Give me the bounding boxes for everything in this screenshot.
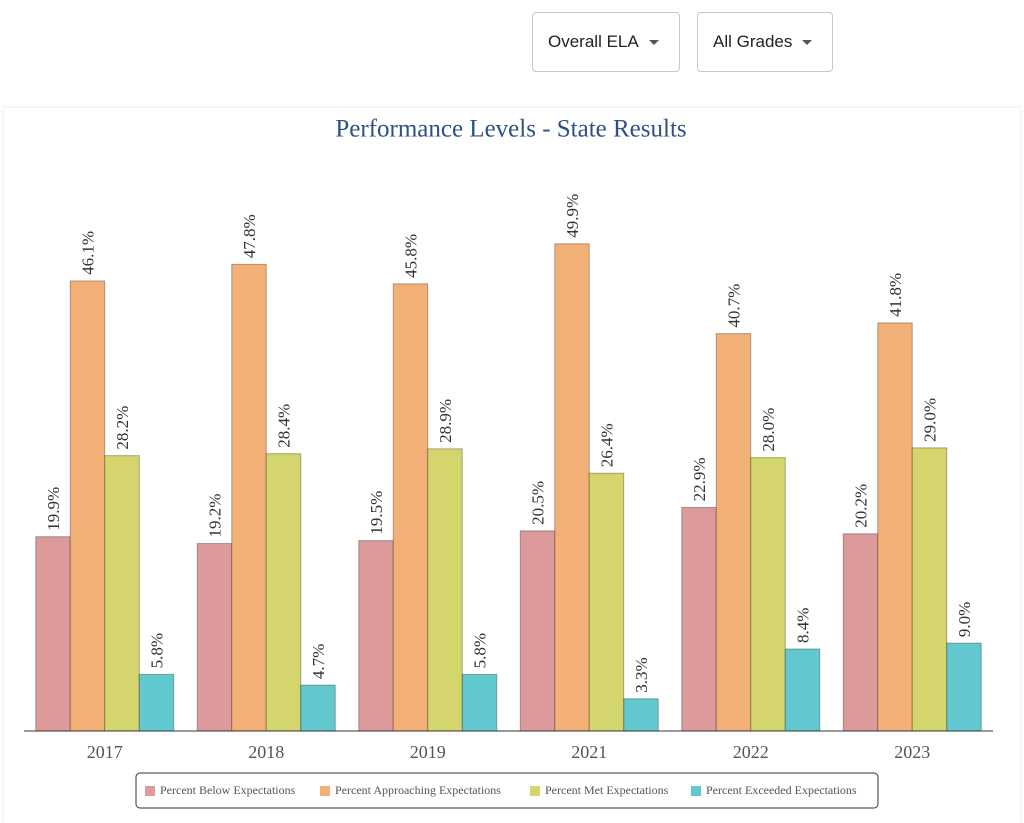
caret [648, 39, 659, 45]
bar [427, 448, 463, 732]
value-label: 9.0% [955, 602, 974, 637]
legend-swatch [145, 786, 155, 796]
x-tick-label: 2019 [410, 742, 446, 762]
value-label: 19.9% [44, 487, 63, 531]
value-label: 26.4% [598, 423, 617, 467]
legend-label: Percent Approaching Expectations [335, 783, 501, 797]
value-label: 47.8% [240, 214, 259, 258]
value-label: 41.8% [886, 273, 905, 317]
bar [946, 642, 982, 732]
bar [784, 648, 821, 732]
grade-value: All Grades [713, 32, 793, 51]
bar [681, 506, 717, 732]
bar [231, 263, 267, 732]
value-label: 5.8% [148, 633, 167, 668]
legend-swatch [691, 786, 701, 796]
legend-label: Percent Exceeded Expectations [706, 783, 857, 797]
bar [461, 673, 498, 732]
bar [392, 283, 429, 732]
value-label: 19.2% [206, 494, 225, 538]
bar [69, 280, 106, 732]
grade-dropdown[interactable]: All Grades [697, 12, 833, 72]
value-label: 4.7% [309, 644, 328, 679]
value-label: 22.9% [690, 457, 709, 501]
value-label: 49.9% [563, 194, 582, 238]
bar [300, 684, 336, 732]
legend-swatch [320, 786, 330, 796]
legend-label: Percent Met Expectations [545, 783, 669, 797]
value-label: 28.4% [275, 404, 294, 448]
x-tick-label: 2023 [894, 742, 930, 762]
x-tick-label: 2022 [733, 742, 769, 762]
bar [588, 472, 625, 732]
bar [265, 453, 302, 732]
value-label: 45.8% [402, 234, 421, 278]
bar [519, 530, 556, 732]
caret [802, 39, 813, 45]
value-label: 29.0% [921, 398, 940, 442]
bar [623, 698, 659, 732]
bar [138, 673, 175, 732]
value-label: 8.4% [794, 608, 813, 643]
value-label: 19.5% [367, 491, 386, 535]
value-label: 46.1% [79, 231, 98, 275]
bar [554, 243, 590, 732]
value-label: 5.8% [471, 633, 490, 668]
bar [358, 540, 394, 732]
value-label: 3.3% [632, 657, 651, 692]
value-label: 28.9% [436, 399, 455, 443]
subject-value: Overall ELA [548, 32, 639, 51]
chart-title: Performance Levels - State Results [335, 116, 686, 143]
bar [715, 333, 752, 732]
bar [104, 455, 140, 732]
legend-label: Percent Below Expectations [160, 783, 296, 797]
bar [196, 543, 233, 732]
bar [911, 447, 948, 732]
legend-swatch [530, 786, 540, 796]
bar [35, 536, 71, 732]
bar [842, 533, 879, 732]
x-tick-label: 2018 [248, 742, 284, 762]
x-tick-label: 2021 [571, 742, 607, 762]
value-label: 20.2% [852, 484, 871, 528]
value-label: 20.5% [529, 481, 548, 525]
bar [750, 457, 786, 732]
value-label: 40.7% [725, 284, 744, 328]
legend-box [135, 772, 879, 809]
value-label: 28.0% [759, 408, 778, 452]
bar [877, 322, 913, 732]
x-tick-label: 2017 [87, 742, 123, 762]
subject-dropdown[interactable]: Overall ELA [532, 12, 680, 72]
value-label: 28.2% [113, 406, 132, 450]
